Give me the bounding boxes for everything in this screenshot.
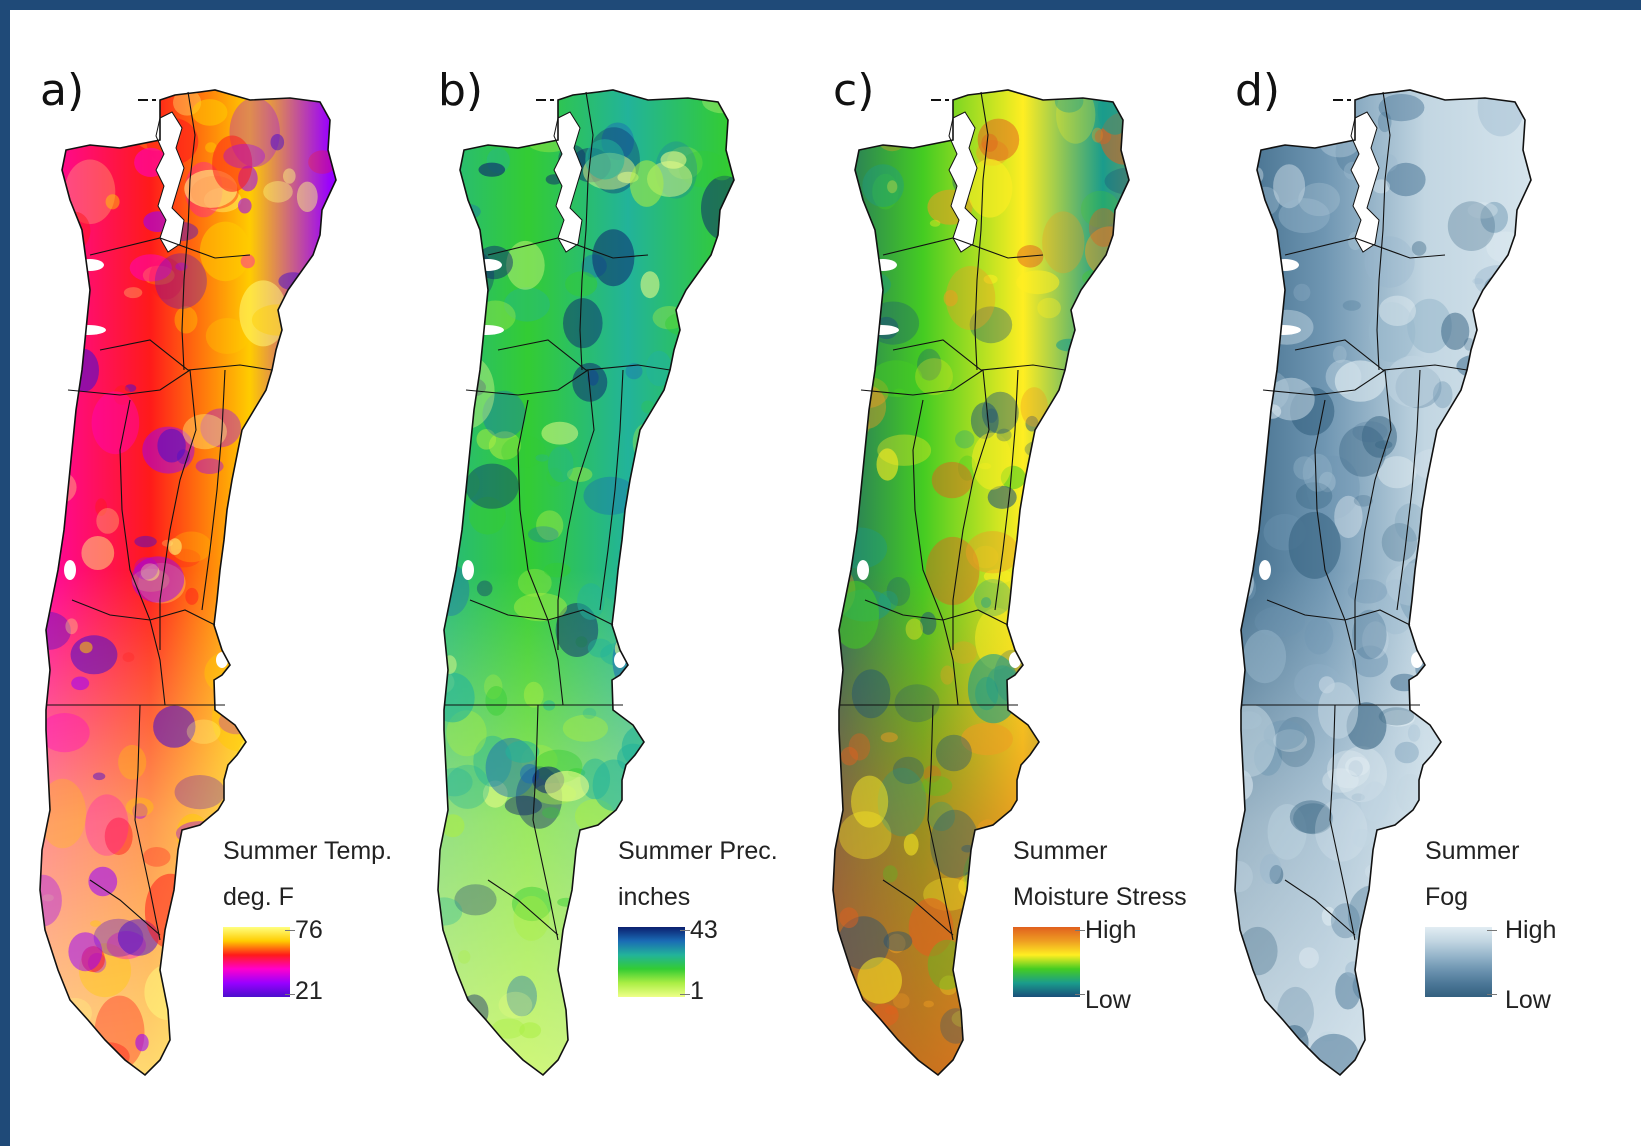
legend-high-label: High (1085, 916, 1137, 944)
panel-label: d) (1235, 65, 1281, 116)
legend-subtitle: Fog (1425, 883, 1469, 911)
panel-b-summer-precipitation: b) Summer Prec. inches 43 1 (408, 10, 808, 1146)
legend-high-label: High (1505, 916, 1557, 944)
panel-d-summer-fog: d) Summer Fog High Low (1205, 10, 1605, 1146)
legend-min-label: 1 (690, 977, 704, 1005)
figure-frame: a) Summer Temp. deg. F 76 21 b) Summer P… (10, 10, 1641, 1146)
legend-title: Summer Prec. (618, 837, 778, 865)
legend-tick (680, 930, 690, 931)
legend-low-label: Low (1505, 986, 1551, 1014)
legend-max-label: 43 (690, 916, 718, 944)
panel-label: b) (438, 65, 484, 116)
moisture-stress-map (832, 89, 1130, 1077)
fog-map (1234, 89, 1532, 1077)
legend-color-bar (1425, 927, 1492, 997)
legend-title: Summer (1425, 837, 1520, 865)
legend-tick (1487, 994, 1497, 995)
temperature-map (39, 89, 337, 1077)
legend-color-bar (223, 927, 290, 997)
legend-tick (1487, 930, 1497, 931)
legend-tick (1075, 994, 1085, 995)
legend-min-label: 21 (295, 977, 323, 1005)
legend-subtitle: Moisture Stress (1013, 883, 1187, 911)
precipitation-map (437, 89, 735, 1077)
legend-tick (680, 994, 690, 995)
legend-max-label: 76 (295, 916, 323, 944)
panel-a-summer-temperature: a) Summer Temp. deg. F 76 21 (10, 10, 410, 1146)
legend-tick (285, 930, 295, 931)
legend-tick (285, 994, 295, 995)
legend-tick (1075, 930, 1085, 931)
legend-low-label: Low (1085, 986, 1131, 1014)
legend-subtitle: inches (618, 883, 691, 911)
legend-title: Summer (1013, 837, 1108, 865)
legend-color-bar (618, 927, 685, 997)
panel-label: a) (40, 65, 85, 116)
legend-subtitle: deg. F (223, 883, 294, 911)
legend-title: Summer Temp. (223, 837, 393, 865)
panel-label: c) (833, 65, 875, 116)
panel-c-summer-moisture-stress: c) Summer Moisture Stress High Low (803, 10, 1203, 1146)
legend-color-bar (1013, 927, 1080, 997)
